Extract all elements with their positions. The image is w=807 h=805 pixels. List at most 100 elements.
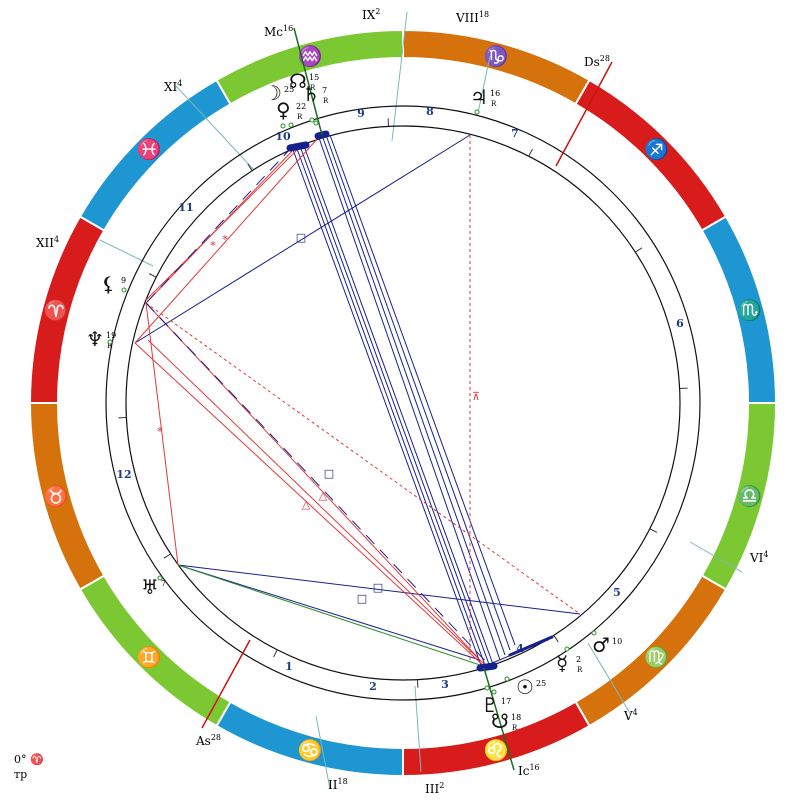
house-number: 1 — [285, 660, 293, 673]
planet-neptune: ♆ 19 R — [86, 327, 116, 351]
house-cusp-line — [689, 541, 743, 573]
aspect-symbol: △ — [302, 498, 311, 511]
venus-retrograde: R — [297, 113, 303, 121]
cusp-label-ii: II18 — [328, 777, 348, 792]
aspect-line-trine — [145, 302, 179, 566]
zodiac-sign-glyph: ♉ — [44, 484, 69, 508]
house-number: 3 — [441, 678, 449, 691]
house-number: 4 — [516, 642, 524, 655]
snode-position-dot — [491, 689, 497, 695]
saturn-position-dot — [313, 120, 319, 126]
planet-venus: ♀ 22 R — [276, 98, 306, 129]
aspect-line-square — [329, 134, 516, 646]
zodiac-ring: ♑♐♏♎♍♌♋♊♉♈♓♒ — [28, 28, 778, 778]
house-tick — [273, 649, 278, 658]
aspect-symbol: ∗ — [156, 423, 163, 436]
node-degree: 15 — [309, 73, 319, 82]
house-number: 6 — [676, 317, 684, 330]
house-tick — [553, 635, 559, 643]
aspect-symbol: □ — [373, 581, 383, 594]
aspect-line-square — [291, 146, 483, 669]
saturn-glyph: ♄ — [302, 82, 320, 106]
house-number: 7 — [511, 127, 519, 140]
aspect-line-dashed — [145, 146, 293, 304]
aspect-symbol: □ — [296, 231, 306, 244]
zodiac-sign-glyph: ♊ — [137, 645, 162, 669]
chart-axes — [201, 27, 613, 771]
node-retrograde: R — [310, 84, 316, 92]
house-cusp-line — [99, 239, 154, 267]
sun-degree: 25 — [536, 679, 546, 688]
zodiac-sign-glyph: ♌ — [483, 738, 508, 762]
zodiac-sign-glyph: ♑ — [483, 44, 508, 68]
mars-position-dot — [591, 630, 597, 636]
corner-subtitle: тр — [14, 768, 28, 781]
venus-glyph: ♀ — [276, 98, 291, 122]
snode-degree: 18 — [511, 713, 521, 722]
saturn-retrograde: R — [323, 97, 329, 105]
planet-node: ☊ 15 R — [289, 69, 319, 123]
cusp-label-xi: XI4 — [164, 79, 182, 94]
house-tick — [247, 163, 253, 171]
cusp-label-ic: Ic16 — [518, 763, 540, 778]
house-cusp-line — [477, 55, 491, 114]
house-number: 9 — [357, 107, 365, 120]
planet-jupiter: ♃ 16 R — [470, 85, 500, 115]
planet-pluto: ♇ 17 — [481, 685, 511, 717]
cusp-label-mc: Mc16 — [264, 24, 293, 39]
house-tick — [163, 553, 171, 559]
planet-sun: ☉ 25 — [504, 675, 546, 699]
jupiter-retrograde: R — [491, 100, 497, 108]
house-tick — [635, 247, 643, 253]
planet-saturn: ♄ 7R — [302, 82, 329, 126]
house-number: 2 — [369, 680, 377, 693]
chiron-degree: 9 — [121, 276, 126, 285]
node-position-dot — [309, 117, 315, 123]
aspect-endpoint-bar — [508, 635, 554, 657]
aspect-line-dotted — [145, 302, 581, 615]
jupiter-glyph: ♃ — [470, 85, 488, 109]
cusp-labels: Mc16 Ds28 As28 Ic16 II18 III2 V4 VI4 VIII18 IX2 XI… — [36, 7, 769, 796]
house-number: 5 — [613, 586, 621, 599]
jupiter-degree: 16 — [490, 89, 500, 98]
aspect-symbol: ⊼ — [472, 390, 480, 403]
aspect-line-green — [177, 564, 481, 666]
venus-degree: 22 — [296, 102, 306, 111]
neptune-degree: 19 — [106, 331, 116, 340]
zodiac-sign-glyph: ♏ — [737, 298, 762, 322]
cusp-label-iii: III2 — [425, 781, 444, 796]
house-ring-outer — [105, 105, 701, 701]
aspect-line-dashed — [145, 302, 493, 669]
aspect-line-square — [177, 564, 581, 615]
aspect-line-trine — [145, 146, 301, 301]
aspect-symbol: □ — [357, 592, 367, 605]
pluto-glyph: ♇ — [481, 693, 499, 717]
pluto-degree: 17 — [501, 697, 511, 706]
chiron-position-dot — [121, 287, 127, 293]
aspect-symbol: ∗ — [209, 237, 216, 250]
moon-glyph: ☽ — [264, 81, 282, 105]
aspect-line-trine — [145, 302, 481, 661]
cusp-label-xii: XII4 — [36, 235, 59, 250]
house-cusp-lines — [99, 11, 743, 790]
zodiac-sign-glyph: ♋ — [298, 738, 323, 762]
planet-mercury: ☿ 2 R — [556, 646, 583, 675]
cusp-label-ds: Ds28 — [584, 54, 610, 69]
uranus-position-dot — [157, 575, 163, 581]
aspect-lines — [134, 130, 581, 672]
uranus-degree: 7 — [161, 579, 166, 588]
mercury-position-dot — [564, 646, 570, 652]
cusp-label-vi: VI4 — [749, 550, 769, 565]
mc-axis-line — [293, 27, 323, 136]
house-cusp-line — [587, 642, 632, 716]
house-cusp-line — [175, 85, 255, 171]
as-axis-line — [201, 639, 251, 729]
planet-uranus: ♅ 7 — [141, 575, 166, 599]
ic-axis-line — [483, 667, 515, 771]
ds-axis-line — [555, 61, 613, 167]
house-ring-inner — [125, 125, 681, 681]
mercury-glyph: ☿ — [556, 651, 568, 675]
cusp-label-v: V4 — [623, 708, 638, 723]
chiron-glyph: ⚸ — [101, 272, 116, 296]
